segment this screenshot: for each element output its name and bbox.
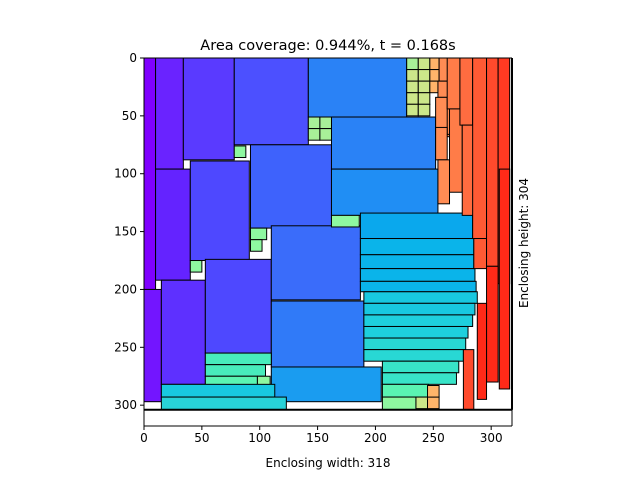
packed-rect: [427, 396, 440, 410]
packed-rect: [381, 360, 460, 374]
packed-rect: [307, 116, 321, 130]
packed-rect: [473, 238, 488, 270]
packed-rect: [330, 116, 437, 170]
packed-rect: [155, 168, 191, 281]
x-tick-label: 250: [422, 431, 445, 445]
packed-rect: [406, 57, 419, 71]
x-tick-label: 100: [248, 431, 271, 445]
packed-rect: [459, 57, 474, 126]
packed-rect: [472, 57, 488, 240]
packed-rect: [233, 145, 247, 159]
packed-rect: [486, 265, 499, 383]
packed-rect: [406, 103, 419, 117]
x-tick-label: 200: [364, 431, 387, 445]
packed-rect: [446, 57, 461, 110]
packed-rect: [233, 57, 309, 146]
packed-rect: [182, 57, 235, 161]
packed-rect: [307, 57, 408, 118]
y-tick-label: 300: [114, 398, 137, 412]
rectangles-group: [143, 57, 511, 411]
packed-rect: [249, 227, 268, 241]
packed-rect: [429, 57, 440, 71]
packed-rect: [270, 225, 361, 301]
y-tick-label: 200: [114, 282, 137, 296]
y-tick-label: 100: [114, 167, 137, 181]
y-tick-label: 50: [122, 109, 137, 123]
packed-rect: [417, 69, 431, 82]
packed-rect: [204, 364, 267, 377]
packed-rect: [417, 92, 431, 105]
packed-rect: [415, 396, 429, 410]
packed-rect: [381, 396, 417, 411]
packed-rect: [160, 383, 276, 398]
x-tick-label: 50: [194, 431, 209, 445]
packed-rect: [307, 128, 321, 141]
packed-rect: [189, 260, 203, 273]
packed-rect: [417, 80, 431, 94]
x-tick-label: 0: [140, 431, 148, 445]
packed-rect: [363, 291, 478, 304]
axis-ticks: 0 50 100 150 200 250 300 0 50 100 150 200 250 300: [114, 51, 503, 445]
packed-rect: [381, 372, 457, 385]
packed-rect: [429, 69, 440, 82]
packed-rect: [498, 168, 511, 390]
packed-rect: [462, 349, 475, 411]
packed-rect: [249, 144, 332, 229]
packed-rect: [319, 116, 332, 130]
packed-rect: [461, 124, 475, 216]
x-tick-label: 150: [306, 431, 329, 445]
packed-rect: [476, 302, 488, 400]
packed-rect: [381, 383, 430, 398]
packed-rect: [363, 314, 474, 327]
packed-rect: [270, 300, 365, 368]
packed-rect: [359, 254, 475, 270]
packed-rect: [359, 268, 476, 282]
packed-rect: [143, 57, 157, 290]
packed-rect: [363, 302, 476, 316]
packed-rect: [363, 349, 464, 362]
packed-rect: [417, 57, 431, 71]
packed-rect: [359, 212, 474, 240]
packed-rect: [319, 128, 332, 141]
packed-rect: [160, 279, 206, 385]
packed-rect: [406, 69, 419, 82]
packed-rect: [204, 258, 272, 354]
packed-rect: [160, 396, 287, 411]
packed-rect: [406, 92, 419, 105]
packed-rect: [363, 325, 469, 339]
chart-title: Area coverage: 0.944%, t = 0.168s: [200, 38, 455, 54]
packed-rect: [189, 160, 250, 262]
packed-rect: [359, 238, 475, 256]
y-tick-label: 250: [114, 340, 137, 354]
packed-rect: [330, 168, 439, 216]
packed-rect: [249, 239, 263, 252]
packed-rect: [486, 57, 499, 267]
y-axis-label: Enclosing height: 304: [517, 178, 531, 308]
packed-rect: [406, 80, 419, 94]
packed-rect: [204, 352, 272, 366]
x-tick-label: 300: [480, 431, 503, 445]
packed-rect: [363, 337, 467, 351]
packed-rect: [417, 103, 431, 117]
x-axis-label: Enclosing width: 318: [266, 456, 391, 470]
packed-rect: [435, 126, 448, 161]
y-tick-label: 0: [129, 51, 137, 65]
packed-rect: [359, 280, 477, 293]
y-tick-label: 150: [114, 225, 137, 239]
packed-rect: [143, 288, 162, 403]
packed-rect: [155, 57, 184, 170]
packed-rect: [437, 159, 451, 205]
packed-rect: [427, 384, 440, 398]
packed-rect: [270, 366, 382, 403]
packed-rect: [330, 214, 360, 228]
plot-frame: [143, 57, 513, 427]
